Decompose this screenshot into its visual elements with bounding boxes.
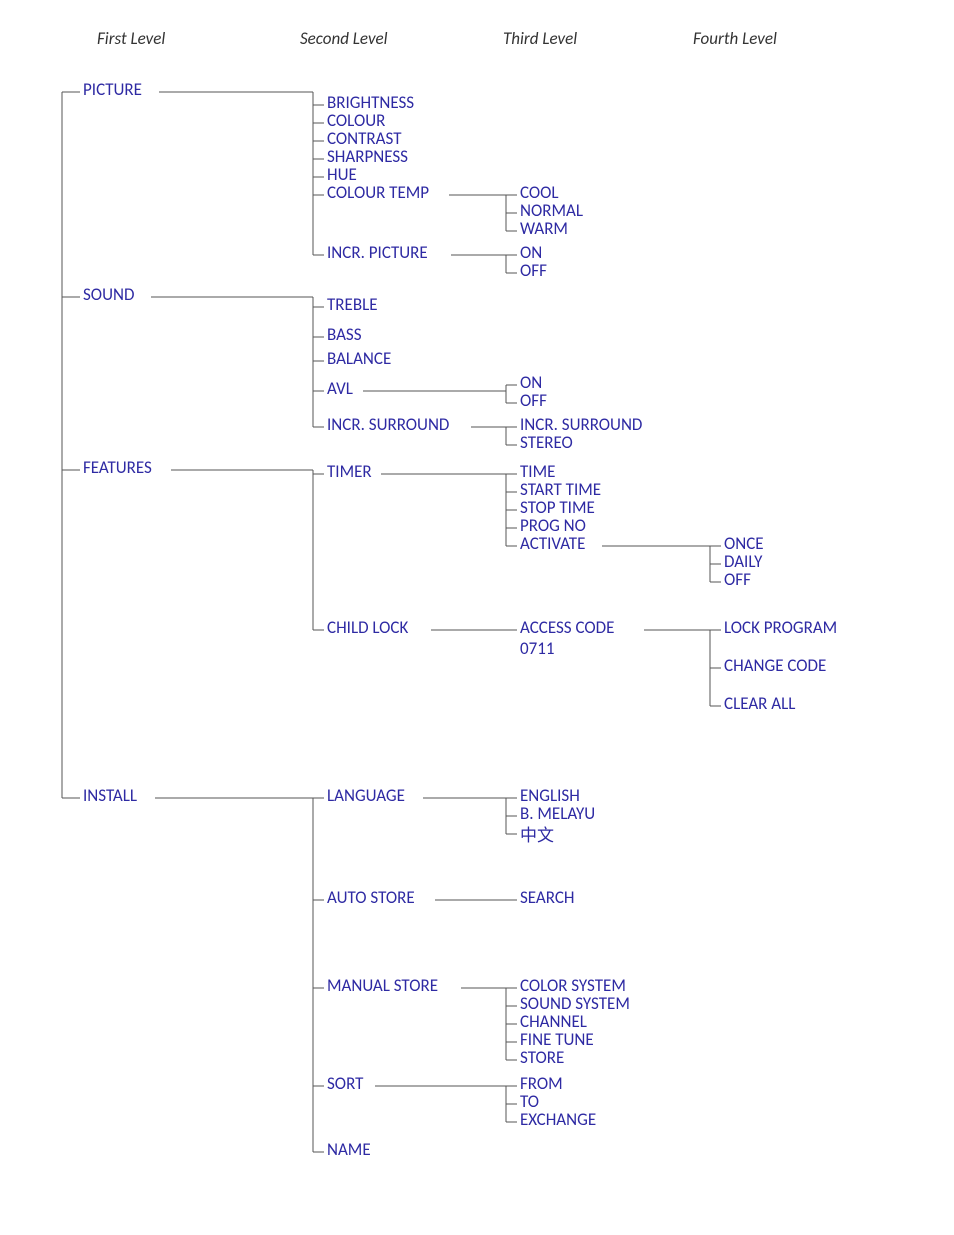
node-off-avl: OFF [520,390,547,411]
node-manual-store: MANUAL STORE [327,975,438,996]
node-language: LANGUAGE [327,785,405,806]
node-balance: BALANCE [327,348,391,369]
node-clear-all: CLEAR ALL [724,693,795,714]
node-access-code: ACCESS CODE 0711 [520,617,614,659]
node-activate: ACTIVATE [520,533,585,554]
node-incr-picture: INCR. PICTURE [327,242,428,263]
node-avl: AVL [327,378,353,399]
node-name: NAME [327,1139,371,1160]
node-chinese: 中文 [520,821,554,846]
node-incr-surround: INCR. SURROUND [327,414,449,435]
node-change-code: CHANGE CODE [724,655,826,676]
node-search: SEARCH [520,887,575,908]
node-features: FEATURES [83,457,152,478]
node-exchange: EXCHANGE [520,1109,596,1130]
node-colour-temp: COLOUR TEMP [327,182,429,203]
node-store: STORE [520,1047,564,1068]
node-stereo: STEREO [520,432,573,453]
node-child-lock: CHILD LOCK [327,617,408,638]
node-off2: OFF [724,569,751,590]
node-install: INSTALL [83,785,137,806]
node-sound: SOUND [83,284,134,305]
node-warm: WARM [520,218,568,239]
node-bass: BASS [327,324,362,345]
node-treble: TREBLE [327,294,378,315]
node-sort: SORT [327,1073,363,1094]
node-timer: TIMER [327,461,372,482]
node-auto-store: AUTO STORE [327,887,415,908]
node-picture: PICTURE [83,79,142,100]
node-off-pic: OFF [520,260,547,281]
node-lock-program: LOCK PROGRAM [724,617,837,638]
